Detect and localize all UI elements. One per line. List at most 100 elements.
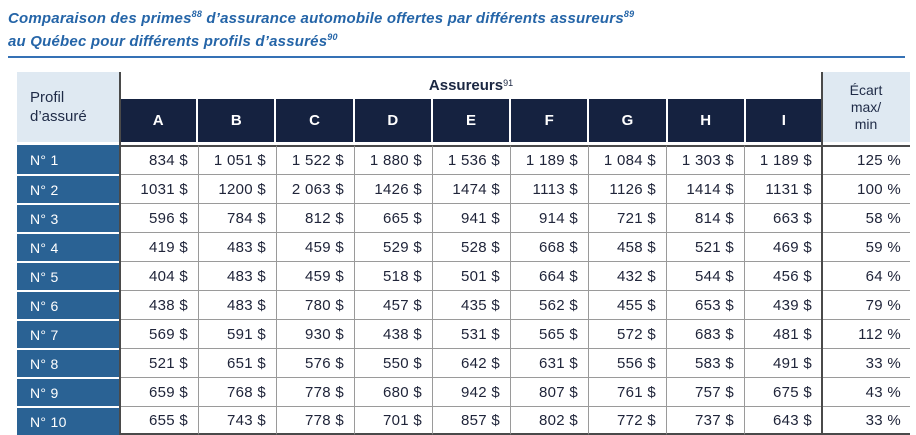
row-label: N° 6: [17, 290, 120, 319]
premium-cell: 1414 $: [666, 174, 744, 203]
table-row: N° 2 1031 $1200 $2 063 $1426 $1474 $1113 …: [17, 174, 910, 203]
premium-cell: 651 $: [198, 348, 276, 377]
premium-cell: 784 $: [198, 203, 276, 232]
premium-cell: 768 $: [198, 377, 276, 406]
premium-cell: 576 $: [276, 348, 354, 377]
premium-cell: 459 $: [276, 232, 354, 261]
premium-cell: 1426 $: [354, 174, 432, 203]
premium-cell: 683 $: [666, 319, 744, 348]
premium-cell: 1126 $: [588, 174, 666, 203]
premium-cell: 743 $: [198, 406, 276, 435]
table-row: N° 10 655 $743 $778 $701 $857 $802 $772 $…: [17, 406, 910, 435]
premium-cell: 814 $: [666, 203, 744, 232]
table-row: N° 8 521 $651 $576 $550 $642 $631 $556 $5…: [17, 348, 910, 377]
ecart-cell: 43 %: [822, 377, 910, 406]
premium-cell: 1200 $: [198, 174, 276, 203]
premium-cell: 556 $: [588, 348, 666, 377]
premium-cell: 664 $: [510, 261, 588, 290]
premium-cell: 2 063 $: [276, 174, 354, 203]
ecart-cell: 59 %: [822, 232, 910, 261]
premium-cell: 1113 $: [510, 174, 588, 203]
premium-cell: 721 $: [588, 203, 666, 232]
title-text-3: au Québec pour différents profils d’assu…: [8, 33, 328, 50]
premium-cell: 1 536 $: [432, 145, 510, 174]
ecart-header: Écart max/ min: [822, 72, 910, 142]
premium-cell: 772 $: [588, 406, 666, 435]
premium-cell: 456 $: [744, 261, 822, 290]
premium-cell: 501 $: [432, 261, 510, 290]
premium-cell: 438 $: [354, 319, 432, 348]
premium-cell: 1 189 $: [744, 145, 822, 174]
premium-cell: 1 522 $: [276, 145, 354, 174]
premium-cell: 665 $: [354, 203, 432, 232]
row-label: N° 10: [17, 406, 120, 435]
ecart-header-line: min: [854, 115, 878, 132]
title-text-1: Comparaison des primes: [8, 10, 192, 27]
premium-cell: 457 $: [354, 290, 432, 319]
corner-header-profil: Profil d’assuré: [17, 72, 120, 142]
premium-cell: 807 $: [510, 377, 588, 406]
premium-cell: 569 $: [120, 319, 198, 348]
premium-cell: 802 $: [510, 406, 588, 435]
premium-cell: 455 $: [588, 290, 666, 319]
premium-cell: 778 $: [276, 406, 354, 435]
premium-cell: 544 $: [666, 261, 744, 290]
premium-cell: 1 084 $: [588, 145, 666, 174]
right-dark-divider: [821, 72, 823, 435]
premium-cell: 757 $: [666, 377, 744, 406]
row-label: N° 5: [17, 261, 120, 290]
premium-cell: 483 $: [198, 261, 276, 290]
column-header-d: D: [352, 99, 431, 142]
premium-cell: 1 303 $: [666, 145, 744, 174]
premium-cell: 458 $: [588, 232, 666, 261]
column-header-g: G: [587, 99, 666, 142]
row-label: N° 1: [17, 145, 120, 174]
left-dark-divider: [119, 72, 121, 435]
footnote-ref-88: 88: [191, 9, 203, 19]
title-rule: [8, 56, 905, 58]
premium-cell: 642 $: [432, 348, 510, 377]
premium-cell: 596 $: [120, 203, 198, 232]
ecart-cell: 100 %: [822, 174, 910, 203]
premium-cell: 914 $: [510, 203, 588, 232]
row-label: N° 7: [17, 319, 120, 348]
premium-cell: 834 $: [120, 145, 198, 174]
premium-cell: 780 $: [276, 290, 354, 319]
premium-cell: 528 $: [432, 232, 510, 261]
premium-cell: 438 $: [120, 290, 198, 319]
column-header-h: H: [665, 99, 744, 142]
column-header-i: I: [743, 99, 822, 142]
premium-cell: 529 $: [354, 232, 432, 261]
ecart-cell: 79 %: [822, 290, 910, 319]
premium-cell: 857 $: [432, 406, 510, 435]
premium-cell: 483 $: [198, 232, 276, 261]
premium-cell: 483 $: [198, 290, 276, 319]
premium-cell: 680 $: [354, 377, 432, 406]
premium-cell: 572 $: [588, 319, 666, 348]
premium-cell: 1 189 $: [510, 145, 588, 174]
column-header-e: E: [430, 99, 510, 142]
premium-cell: 761 $: [588, 377, 666, 406]
premium-cell: 930 $: [276, 319, 354, 348]
premium-cell: 1031 $: [120, 174, 198, 203]
premium-cell: 659 $: [120, 377, 198, 406]
premium-cell: 1 051 $: [198, 145, 276, 174]
premium-cell: 481 $: [744, 319, 822, 348]
premium-cell: 419 $: [120, 232, 198, 261]
premium-cell: 491 $: [744, 348, 822, 377]
premium-cell: 435 $: [432, 290, 510, 319]
table-row: N° 4 419 $483 $459 $529 $528 $668 $458 $5…: [17, 232, 910, 261]
column-header-b: B: [196, 99, 275, 142]
ecart-header-line: max/: [850, 98, 882, 115]
row-label: N° 9: [17, 377, 120, 406]
footnote-ref-90: 90: [327, 32, 338, 42]
premium-cell: 583 $: [666, 348, 744, 377]
premium-cell: 668 $: [510, 232, 588, 261]
table-body: N° 1 834 $1 051 $1 522 $1 880 $1 536 $1 1…: [17, 145, 910, 435]
premium-cell: 562 $: [510, 290, 588, 319]
premium-cell: 550 $: [354, 348, 432, 377]
premium-cell: 643 $: [744, 406, 822, 435]
premium-cell: 1 880 $: [354, 145, 432, 174]
